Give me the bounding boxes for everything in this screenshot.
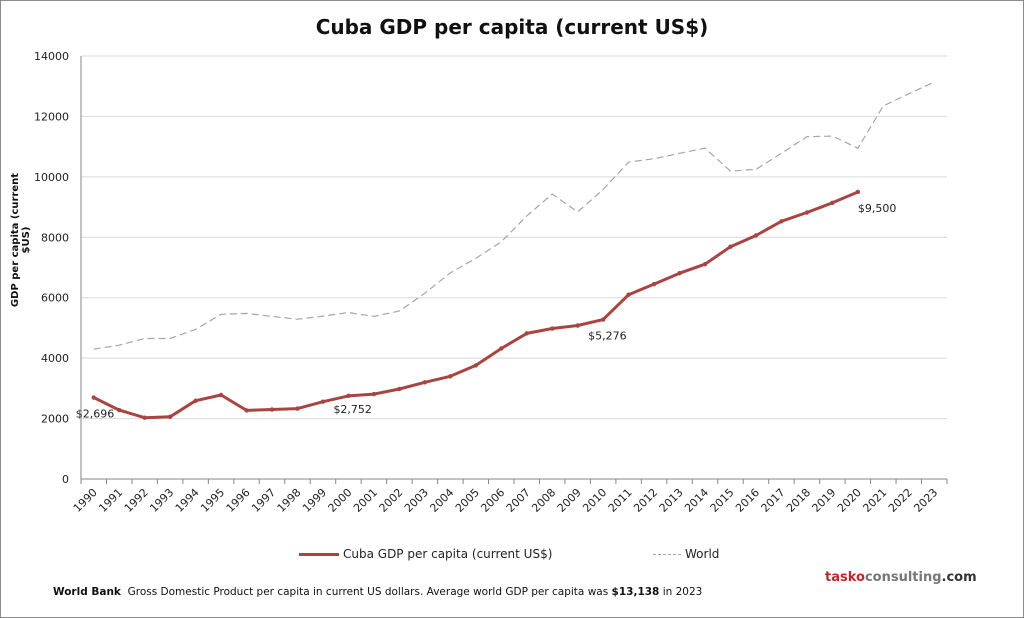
x-tick-label: 2005 xyxy=(453,486,482,515)
brand-logo[interactable]: taskoconsulting.com xyxy=(825,570,977,585)
x-tick-label: 1998 xyxy=(275,486,304,515)
data-point-cuba xyxy=(244,408,249,413)
x-tick-label: 2016 xyxy=(733,486,762,515)
x-tick-label: 1992 xyxy=(122,486,151,515)
data-point-cuba xyxy=(677,271,682,276)
x-tick-label: 2003 xyxy=(402,486,431,515)
series-line-world xyxy=(93,81,935,350)
x-tick-label: 2015 xyxy=(708,486,737,515)
footer-value: $13,138 xyxy=(611,586,660,598)
data-label: $9,500 xyxy=(858,202,897,215)
footer-source: World Bank xyxy=(53,586,121,598)
x-tick-label: 2019 xyxy=(810,486,839,515)
data-point-cuba xyxy=(855,189,861,195)
data-point-cuba xyxy=(779,219,784,224)
legend-swatch-cuba xyxy=(299,552,339,556)
data-point-cuba xyxy=(550,326,555,331)
data-label: $2,752 xyxy=(333,403,372,416)
data-point-cuba xyxy=(448,374,453,379)
x-tick-label: 1997 xyxy=(249,486,278,515)
x-tick-label: 2017 xyxy=(759,486,788,515)
x-tick-label: 2021 xyxy=(860,486,889,515)
brand-part-2: consulting xyxy=(864,570,942,585)
x-tick-label: 2009 xyxy=(555,486,584,515)
x-tick-label: 2006 xyxy=(478,486,507,515)
data-point-cuba xyxy=(422,380,428,385)
data-point-cuba xyxy=(167,414,173,419)
data-label: $2,696 xyxy=(76,408,115,421)
y-tick-label: 10000 xyxy=(34,171,69,184)
x-tick-label: 1991 xyxy=(96,486,125,515)
data-point-cuba xyxy=(575,323,580,328)
data-point-cuba xyxy=(702,261,708,267)
y-tick-label: 12000 xyxy=(34,110,69,123)
legend-label-world: World xyxy=(685,547,720,561)
x-tick-label: 1996 xyxy=(224,486,253,515)
x-tick-label: 2020 xyxy=(835,486,864,515)
data-point-cuba xyxy=(117,407,122,413)
x-tick-label: 2002 xyxy=(377,486,406,515)
footer-text: Gross Domestic Product per capita in cur… xyxy=(127,586,612,598)
y-tick-label: 8000 xyxy=(41,231,69,244)
data-point-cuba xyxy=(371,391,377,397)
data-point-cuba xyxy=(499,346,504,351)
x-tick-label: 2007 xyxy=(504,486,533,515)
data-point-cuba xyxy=(346,393,351,399)
chart-title: Cuba GDP per capita (current US$) xyxy=(315,15,709,39)
data-point-cuba xyxy=(804,210,810,215)
footer-suffix: in 2023 xyxy=(659,586,703,598)
data-point-cuba xyxy=(142,415,147,420)
x-tick-label: 1994 xyxy=(173,486,202,515)
x-tick-label: 2000 xyxy=(326,486,355,515)
x-tick-label: 2022 xyxy=(886,486,915,515)
data-point-cuba xyxy=(753,233,759,238)
y-tick-label: 4000 xyxy=(41,352,69,365)
x-tick-label: 2010 xyxy=(580,486,609,515)
x-tick-label: 1999 xyxy=(300,486,329,515)
data-point-cuba xyxy=(320,399,326,404)
data-point-cuba xyxy=(651,281,657,287)
brand-part-1: tasko xyxy=(825,570,865,585)
data-point-cuba xyxy=(600,317,606,322)
legend-item-cuba: Cuba GDP per capita (current US$) xyxy=(299,547,552,561)
data-point-cuba xyxy=(91,395,96,400)
data-point-cuba xyxy=(728,244,733,249)
x-tick-label: 2014 xyxy=(682,486,711,515)
data-point-cuba xyxy=(473,363,478,368)
x-tick-label: 2012 xyxy=(631,486,660,515)
data-point-cuba xyxy=(397,386,402,392)
x-tick-label: 2013 xyxy=(657,486,686,515)
legend-swatch-world xyxy=(653,553,681,555)
x-tick-label: 1995 xyxy=(198,486,227,515)
x-tick-label: 2008 xyxy=(529,486,558,515)
data-label: $5,276 xyxy=(588,330,627,343)
data-point-cuba xyxy=(295,406,300,411)
x-tick-label: 2023 xyxy=(911,486,940,515)
x-tick-label: 2001 xyxy=(351,486,380,515)
y-tick-label: 6000 xyxy=(41,292,69,305)
y-tick-label: 0 xyxy=(62,473,69,486)
footer-note: World Bank Gross Domestic Product per ca… xyxy=(53,586,702,598)
x-tick-label: 2018 xyxy=(784,486,813,515)
data-point-cuba xyxy=(626,292,631,297)
legend-item-world: World xyxy=(653,547,719,561)
x-tick-label: 1993 xyxy=(147,486,176,515)
data-point-cuba xyxy=(524,331,529,336)
y-tick-label: 14000 xyxy=(34,50,69,63)
plot-area: 0 2000 4000 6000 8000 10000 12000 14000 19901991… xyxy=(34,50,948,515)
y-tick-label: 2000 xyxy=(41,413,69,426)
legend-label-cuba: Cuba GDP per capita (current US$) xyxy=(343,547,553,561)
x-tick-label: 2011 xyxy=(606,486,635,515)
data-point-cuba xyxy=(269,407,275,412)
x-tick-label: 1990 xyxy=(71,486,100,515)
series-line-cuba xyxy=(93,190,859,420)
data-point-cuba xyxy=(218,392,224,398)
brand-part-3: .com xyxy=(941,570,977,585)
x-tick-label: 2004 xyxy=(427,486,456,515)
data-point-cuba xyxy=(193,398,198,403)
data-point-cuba xyxy=(830,200,835,206)
